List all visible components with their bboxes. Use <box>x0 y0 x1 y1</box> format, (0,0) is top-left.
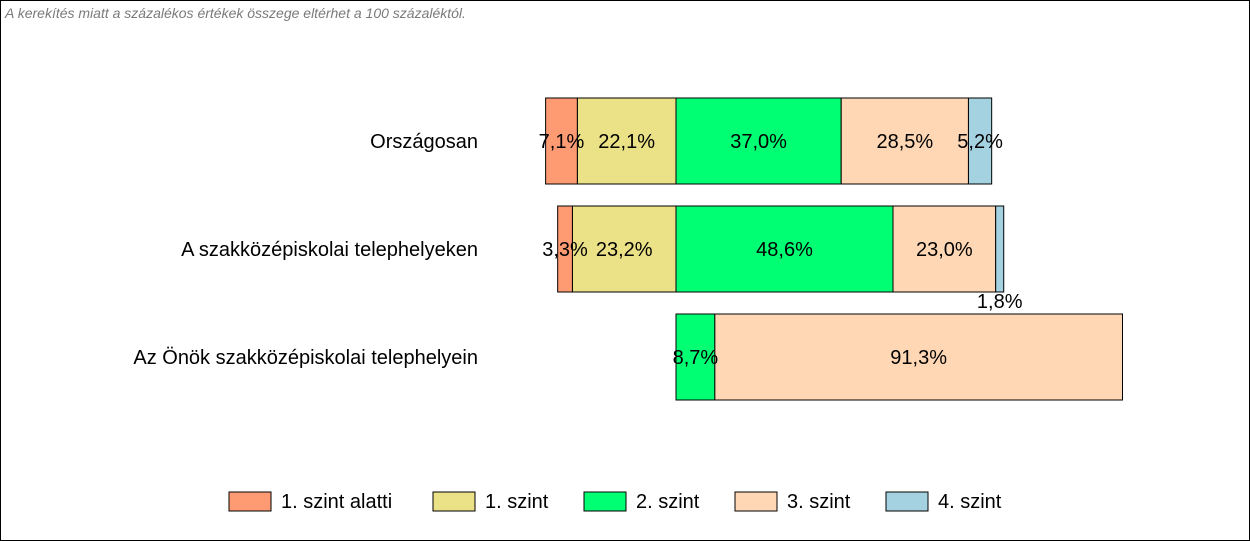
bar-segment <box>892 205 997 293</box>
legend-label: 1. szint alatti <box>281 491 392 513</box>
legend-swatch <box>228 491 272 512</box>
value-label: 37,0% <box>730 131 787 153</box>
bars <box>545 97 1123 401</box>
legend-item: 4. szint <box>885 491 1002 513</box>
rounding-note: A kerekítés miatt a százalékos értékek ö… <box>5 5 466 21</box>
bar-segment <box>840 97 969 185</box>
bar-segment <box>557 205 573 293</box>
legend-swatch <box>734 491 778 512</box>
legend-label: 4. szint <box>938 491 1002 513</box>
bar-segment <box>995 205 1005 293</box>
legend-item: 3. szint <box>734 491 851 513</box>
legend-swatch <box>583 491 627 512</box>
value-label: 8,7% <box>673 347 719 369</box>
value-label: 28,5% <box>876 131 933 153</box>
legend-label: 3. szint <box>787 491 851 513</box>
value-label: 5,2% <box>957 131 1003 153</box>
category-label: Az Önök szakközépiskolai telephelyein <box>133 347 478 369</box>
category-labels: Országosan A szakközépiskolai telephelyek… <box>133 131 478 369</box>
legend-swatch <box>432 491 476 512</box>
value-label: 48,6% <box>756 239 813 261</box>
bar-segment <box>675 205 894 293</box>
value-label: 23,0% <box>916 239 973 261</box>
value-labels: 22,1% 7,1% 37,0% 28,5% 5,2% 23,2% 3,3% 48,6% 23,… <box>539 131 1023 369</box>
legend: 1. szint alatti 1. szint 2. szint 3. szint 4… <box>228 491 1002 513</box>
bar-segment <box>571 205 677 293</box>
legend-label: 2. szint <box>636 491 700 513</box>
legend-item: 1. szint <box>432 491 549 513</box>
category-label: A szakközépiskolai telephelyeken <box>181 239 478 261</box>
bar-segment <box>545 97 578 185</box>
value-label: 1,8% <box>977 291 1023 313</box>
category-label: Országosan <box>370 131 478 153</box>
legend-item: 2. szint <box>583 491 700 513</box>
legend-item: 1. szint alatti <box>228 491 392 513</box>
value-label: 22,1% <box>598 131 655 153</box>
legend-swatch <box>885 491 929 512</box>
value-label: 91,3% <box>890 347 947 369</box>
bar-segment <box>714 313 1123 401</box>
value-label: 23,2% <box>596 239 653 261</box>
bar-segment <box>576 97 677 185</box>
bar-segment <box>967 97 993 185</box>
legend-label: 1. szint <box>485 491 549 513</box>
value-label: 3,3% <box>542 239 588 261</box>
bar-segment <box>675 97 842 185</box>
value-label: 7,1% <box>539 131 585 153</box>
